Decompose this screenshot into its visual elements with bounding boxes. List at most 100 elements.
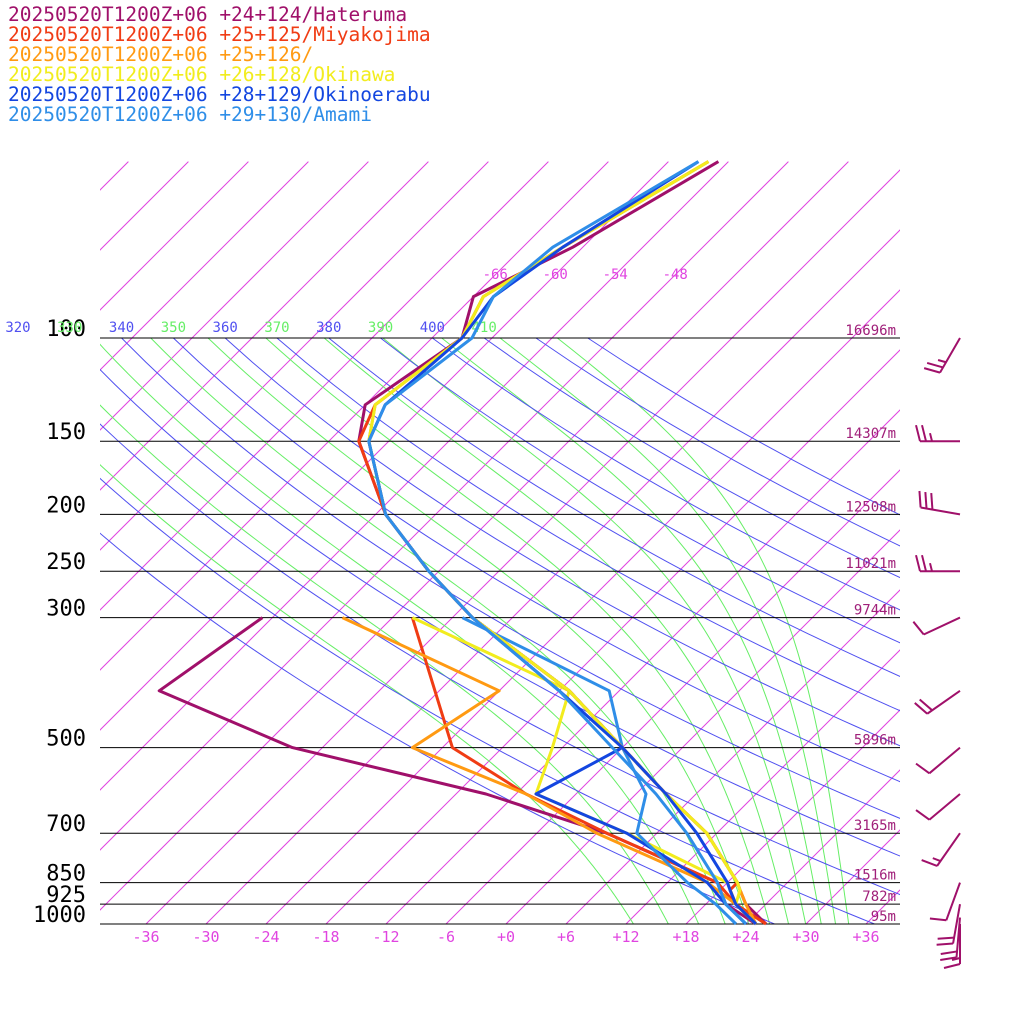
wind-barb-flag [919,698,933,712]
temperature-tick-label: -12 [372,928,399,946]
theta-label: 330 [57,320,82,336]
wind-barb-flag [914,702,928,715]
wind-barb-flag [918,490,922,508]
pressure-label: 500 [46,727,86,752]
pressure-label: 250 [46,550,86,575]
height-label: 16696m [845,323,896,339]
legend-entry: 20250520T1200Z+06 +25+125/Miyakojima [8,23,431,46]
height-label: 3165m [854,818,896,834]
isotherm-line [100,161,369,431]
theta-label: 380 [316,320,341,336]
temperature-tick-label: -18 [312,928,339,946]
wind-barb-flag [915,762,930,775]
temperature-tick-label: +18 [672,928,699,946]
moist-adiabat-line [100,464,634,924]
isotherm-line [265,289,900,924]
isotherm-line [445,469,900,924]
wind-barb-flag [912,621,925,636]
pressure-label: 925 [46,883,86,908]
isotherm-line [505,529,900,924]
upper-isotherm-label: -60 [543,267,568,283]
pressure-label: 700 [46,812,86,837]
upper-isotherm-label: -66 [483,267,508,283]
theta-label: 350 [161,320,186,336]
isotherm-line [565,589,900,924]
wind-barb-flag [940,950,958,956]
legend-entry: 20250520T1200Z+06 +25+126/ [8,43,314,66]
temperature-tick-label: +6 [557,928,575,946]
wind-barb-flag [940,956,957,961]
isotherm-line [145,169,900,924]
dewpoint-line [410,617,758,926]
theta-label: 390 [368,320,393,336]
dry-adiabat-line [224,337,900,747]
moist-adiabat-line [323,337,790,924]
wind-barb-flag [915,809,930,821]
temperature-tick-label: +12 [612,928,639,946]
wind-barb-flag [936,942,954,946]
wind-barb-staff [939,337,961,374]
wind-barb-flag [921,424,927,442]
isotherm-line [0,162,8,924]
upper-isotherm-label: -48 [663,267,688,283]
height-label: 5896m [854,733,896,749]
pressure-label: 850 [46,862,86,887]
dry-adiabat-line [276,337,900,712]
wind-barb-flag [937,936,955,940]
isotherm-line [100,161,309,371]
temperature-tick-label: -30 [192,928,219,946]
theta-label: 320 [5,320,30,336]
theta-label: 340 [109,320,134,336]
isotherm-line [100,161,129,191]
theta-label: 370 [264,320,289,336]
pressure-label: 300 [46,597,86,622]
wind-barb-half-flag [951,957,961,961]
temperature-line [367,160,748,926]
wind-barb [915,793,961,821]
theta-label: 360 [213,320,238,336]
moist-adiabat-line [265,337,771,924]
wind-barb-half-flag [929,432,933,442]
isobar-lines [100,337,900,925]
dry-adiabat-line [380,337,900,644]
wind-barb-flag [923,367,941,374]
dry-adiabat-line [173,337,900,783]
height-label: 11021m [845,556,896,572]
isotherm-line [205,229,900,924]
dry-adiabat-line [432,337,900,611]
wind-barb-staff [920,506,961,516]
temperature-tick-label: +24 [732,928,759,946]
isotherm-line [685,709,900,924]
wind-barb-staff [923,616,961,636]
moist-adiabat-lines [100,337,850,924]
isotherm-line [100,161,429,491]
wind-barb-half-flag [932,857,941,863]
wind-barb-flag [921,859,938,867]
theta-label: 400 [420,320,445,336]
dry-adiabat-line [535,337,900,547]
wind-barb-flag [921,554,927,572]
wind-barb-staff [952,903,961,944]
isotherm-line [100,161,489,551]
temperature-tick-label: -6 [437,928,455,946]
wind-barb [936,903,961,946]
dewpoint-profiles [157,616,758,926]
wind-barb-staff [936,832,961,867]
temperature-tick-label: +0 [497,928,515,946]
wind-barb [921,832,961,867]
isotherm-line [100,161,189,251]
axis-labels: 100 16696m 150 14307m 200 12508m 250 11021m 300 9… [5,267,896,946]
isotherm-line [805,829,900,924]
height-label: 14307m [845,426,896,442]
legend-entry: 20250520T1200Z+06 +28+129/Okinoerabu [8,83,431,106]
wind-barb [923,337,961,374]
wind-barb [915,554,960,573]
isotherm-line [100,161,669,731]
wind-barb [915,424,960,443]
wind-barb-half-flag [937,359,947,364]
wind-barb [918,490,961,516]
dry-adiabat-line [483,337,900,579]
isotherm-line [100,161,549,611]
temperature-tick-label: +36 [852,928,879,946]
